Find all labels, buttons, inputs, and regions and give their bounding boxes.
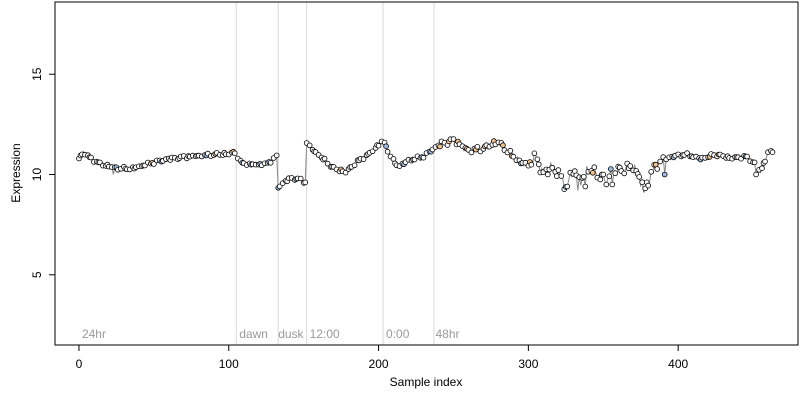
annotations: 24hr dawn dusk 12:00 0:00 48hr: [82, 327, 460, 341]
data-point: [531, 150, 538, 157]
data-point: [306, 142, 313, 149]
data-point: [528, 161, 535, 168]
data-point: [360, 156, 367, 162]
data-point: [753, 171, 759, 178]
data-point: [759, 165, 765, 172]
annotation-label: 24hr: [82, 327, 106, 341]
data-point: [648, 169, 654, 175]
data-points: [76, 136, 776, 192]
x-axis: 0 100 200 300 400: [76, 344, 688, 371]
data-point: [369, 148, 376, 155]
data-point: [639, 179, 645, 186]
data-point: [744, 153, 750, 160]
annotation-label: 0:00: [386, 327, 410, 341]
data-point: [88, 154, 94, 161]
series-line: [78, 137, 773, 193]
data-point: [621, 170, 627, 177]
y-tick-label: 10: [30, 168, 44, 182]
data-point: [751, 159, 758, 166]
annotation-label: 48hr: [435, 327, 459, 341]
data-point: [420, 154, 427, 161]
data-point: [437, 143, 443, 150]
data-point: [600, 171, 607, 178]
data-point: [232, 150, 238, 157]
data-point: [606, 173, 613, 180]
data-point: [627, 163, 633, 169]
data-point: [582, 183, 589, 190]
data-point: [384, 148, 391, 155]
annotation-label: dawn: [239, 327, 268, 341]
data-point: [607, 166, 614, 172]
data-point: [321, 155, 328, 162]
plot-frame: [54, 1, 799, 346]
data-point: [549, 164, 556, 171]
data-point: [390, 156, 397, 162]
data-point: [544, 171, 551, 178]
data-point: [297, 175, 304, 182]
data-point: [510, 153, 517, 160]
data-point: [603, 181, 610, 188]
x-tick-label: 300: [518, 357, 538, 371]
data-point: [267, 160, 274, 166]
data-point: [555, 167, 562, 173]
x-tick-label: 200: [369, 357, 389, 371]
data-point: [589, 170, 596, 176]
data-point: [762, 158, 768, 165]
data-point: [636, 174, 642, 180]
data-point: [612, 170, 618, 176]
data-point: [468, 149, 475, 156]
vertical-marker-lines: [235, 2, 435, 345]
series-polyline: [78, 137, 773, 193]
data-point: [383, 143, 389, 150]
data-point: [609, 181, 616, 188]
y-axis: 5 10 15: [30, 67, 55, 278]
data-point: [507, 147, 514, 154]
data-point: [273, 152, 280, 159]
data-point: [645, 182, 651, 189]
y-tick-label: 15: [30, 67, 44, 81]
x-tick-label: 400: [668, 357, 688, 371]
data-point: [375, 142, 382, 149]
data-point: [500, 142, 506, 149]
data-point: [535, 161, 542, 168]
y-tick-label: 5: [30, 271, 44, 278]
data-point: [342, 169, 349, 176]
x-axis-title: Sample index: [390, 375, 463, 389]
data-point: [302, 179, 309, 186]
data-point: [450, 136, 457, 142]
x-tick-label: 0: [76, 357, 83, 371]
data-point: [474, 144, 481, 150]
data-point: [597, 176, 604, 183]
data-point: [151, 161, 157, 167]
data-point: [564, 183, 571, 190]
data-point: [553, 173, 560, 179]
x-tick-label: 100: [219, 357, 239, 371]
data-point: [351, 162, 358, 169]
data-point: [591, 164, 598, 171]
data-point: [657, 158, 663, 165]
y-axis-title: Expression: [9, 143, 23, 202]
data-point: [580, 174, 587, 180]
annotation-label: dusk: [278, 327, 304, 341]
data-point: [558, 173, 565, 179]
data-point: [534, 156, 541, 163]
data-point: [654, 166, 660, 172]
data-point: [661, 171, 668, 178]
data-point: [769, 149, 776, 156]
annotation-label: 12:00: [310, 327, 340, 341]
